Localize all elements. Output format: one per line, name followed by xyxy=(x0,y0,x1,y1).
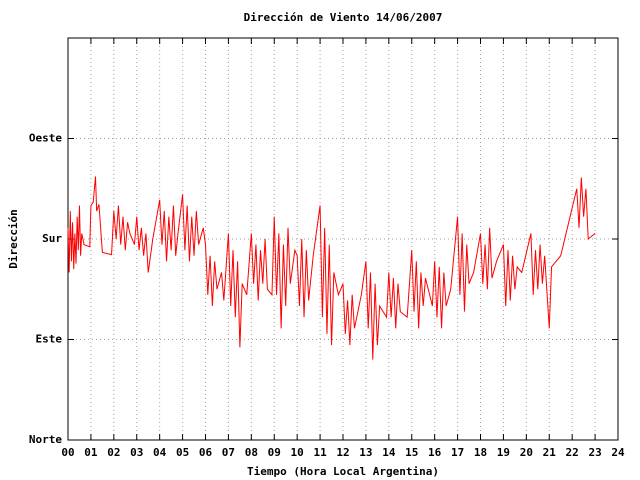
x-tick-label: 02 xyxy=(107,446,120,459)
x-tick-label: 05 xyxy=(176,446,189,459)
x-tick-label: 20 xyxy=(520,446,533,459)
x-tick-label: 21 xyxy=(543,446,557,459)
x-tick-label: 11 xyxy=(313,446,327,459)
x-tick-label: 16 xyxy=(428,446,442,459)
y-axis-label: Dirección xyxy=(7,209,20,269)
y-tick-label: Norte xyxy=(29,433,62,446)
x-tick-label: 03 xyxy=(130,446,143,459)
x-tick-label: 14 xyxy=(382,446,396,459)
x-tick-label: 00 xyxy=(61,446,74,459)
x-tick-label: 07 xyxy=(222,446,235,459)
x-tick-label: 19 xyxy=(497,446,510,459)
x-tick-label: 23 xyxy=(588,446,601,459)
chart-title: Dirección de Viento 14/06/2007 xyxy=(244,11,443,24)
x-tick-label: 01 xyxy=(84,446,98,459)
x-axis-label: Tiempo (Hora Local Argentina) xyxy=(247,465,439,478)
x-tick-label: 12 xyxy=(336,446,349,459)
x-tick-label: 04 xyxy=(153,446,167,459)
x-tick-label: 17 xyxy=(451,446,464,459)
x-tick-label: 18 xyxy=(474,446,487,459)
y-tick-label: Sur xyxy=(42,232,62,245)
y-tick-label: Oeste xyxy=(29,132,62,145)
x-tick-label: 08 xyxy=(245,446,258,459)
x-tick-label: 06 xyxy=(199,446,213,459)
x-tick-label: 10 xyxy=(291,446,304,459)
x-tick-label: 22 xyxy=(566,446,579,459)
data-line xyxy=(67,176,596,360)
x-tick-label: 13 xyxy=(359,446,372,459)
x-tick-label: 15 xyxy=(405,446,418,459)
y-tick-label: Este xyxy=(36,333,63,346)
x-tick-label: 09 xyxy=(268,446,281,459)
x-tick-label: 24 xyxy=(611,446,625,459)
